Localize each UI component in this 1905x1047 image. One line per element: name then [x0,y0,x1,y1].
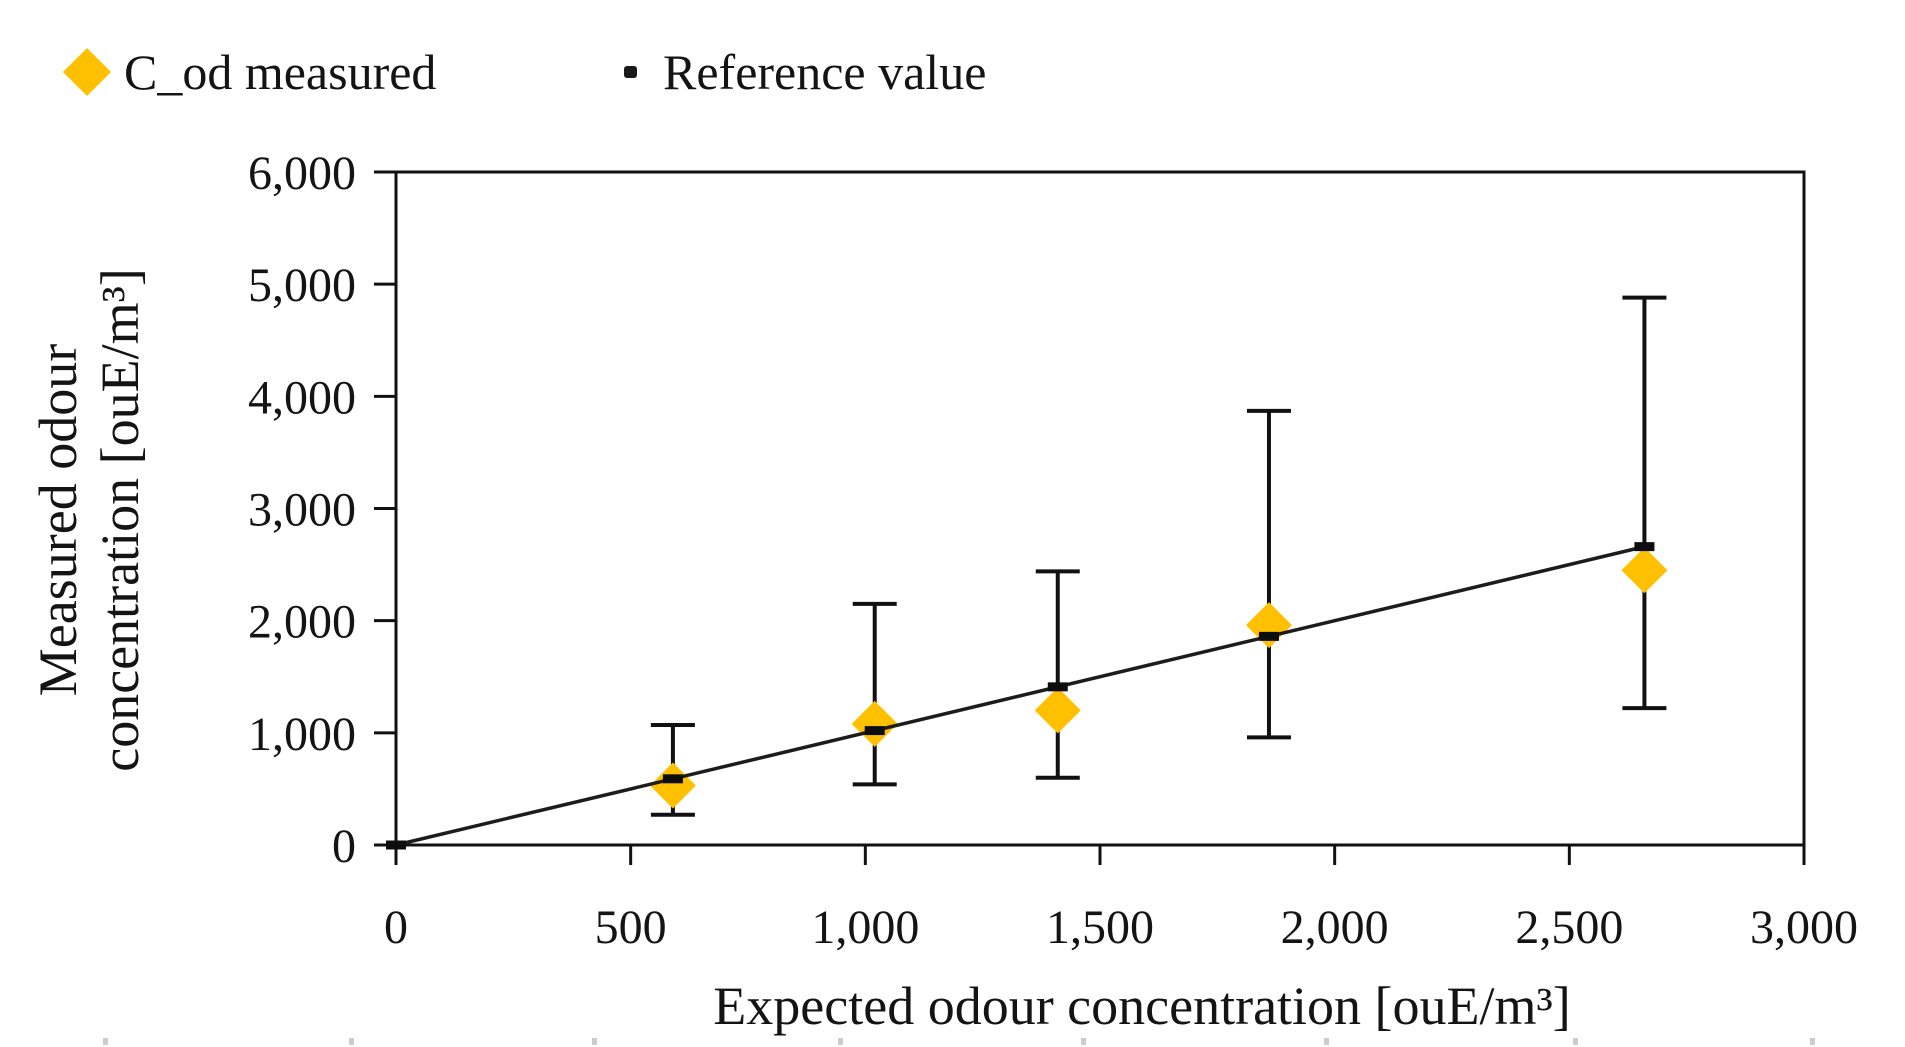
legend-item-measured: C_od measured [62,40,437,104]
data-point-diamond [851,700,898,747]
x-tick-label: 1,000 [811,901,919,954]
page-edge-artifact [592,1038,597,1045]
y-tick-label: 6,000 [248,147,356,200]
page-edge-artifact [838,1038,843,1045]
data-point-diamond [1621,547,1668,594]
y-tick-label: 0 [332,820,356,873]
plot-frame [394,170,1806,847]
x-tick-label: 3,000 [1750,901,1858,954]
page-edge-artifact [103,1038,108,1045]
reference-dash [1258,631,1279,641]
legend-item-reference: Reference value [616,40,986,104]
page-edge-artifact [1810,1038,1815,1045]
data-point-diamond [649,762,696,809]
y-tick-label: 4,000 [248,371,356,424]
reference-dash [386,840,406,850]
reference-dash [1047,682,1068,692]
x-tick-label: 1,500 [1046,901,1154,954]
y-tick-label: 5,000 [248,259,356,312]
reference-dash [864,726,885,736]
x-tick-label: 2,500 [1515,901,1623,954]
page-edge-artifact [1573,1038,1578,1045]
y-tick-label: 2,000 [248,596,356,649]
reference-dash [662,774,683,784]
reference-line [395,544,1645,847]
y-axis-title-line2: concentration [ouE/m³] [90,268,150,772]
dash-marker-icon [624,66,637,78]
data-point-diamond [1034,687,1081,734]
page-edge-artifact [349,1038,354,1045]
data-point-diamond [1245,602,1292,649]
diamond-marker-icon [62,47,112,97]
reference-dash [1634,542,1655,552]
x-tick-label: 2,000 [1281,901,1389,954]
legend-label-measured: C_od measured [124,44,437,100]
page-edge-artifact [1324,1038,1329,1045]
page-edge-artifact [1081,1038,1086,1045]
x-tick-label: 0 [384,901,408,954]
x-tick-label: 500 [595,901,667,954]
y-tick-label: 1,000 [248,708,356,761]
x-axis-title: Expected odour concentration [ouE/m³] [713,976,1571,1036]
legend-label-reference: Reference value [663,44,987,100]
y-axis-title-line1: Measured odour [28,343,88,697]
y-tick-label: 3,000 [248,484,356,537]
